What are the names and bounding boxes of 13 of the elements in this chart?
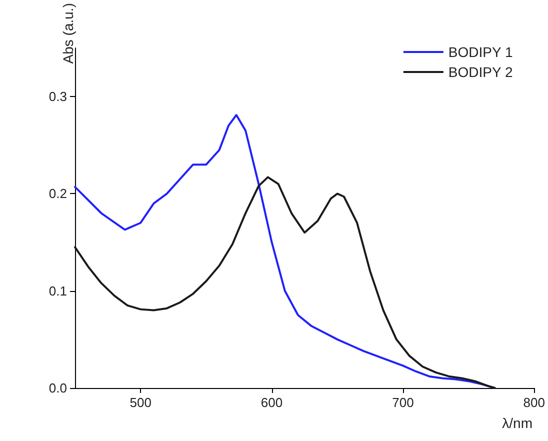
line-series (74, 176, 496, 389)
x-tick-label: 800 (523, 395, 546, 410)
x-axis-title: λ/nm (502, 415, 532, 431)
legend-label: BODIPY 1 (448, 44, 513, 60)
x-tick-label: 500 (130, 395, 152, 410)
y-tick-label: 0.1 (48, 283, 67, 298)
legend-label: BODIPY 2 (448, 64, 513, 80)
y-axis-title: Abs (a.u.) (60, 3, 76, 64)
y-tick-label: 0.2 (48, 186, 67, 202)
x-tick-label: 600 (260, 395, 283, 410)
y-tick-label: 0.3 (48, 89, 67, 104)
y-tick-label: 0.0 (48, 380, 67, 396)
x-tick-label: 700 (392, 395, 414, 410)
